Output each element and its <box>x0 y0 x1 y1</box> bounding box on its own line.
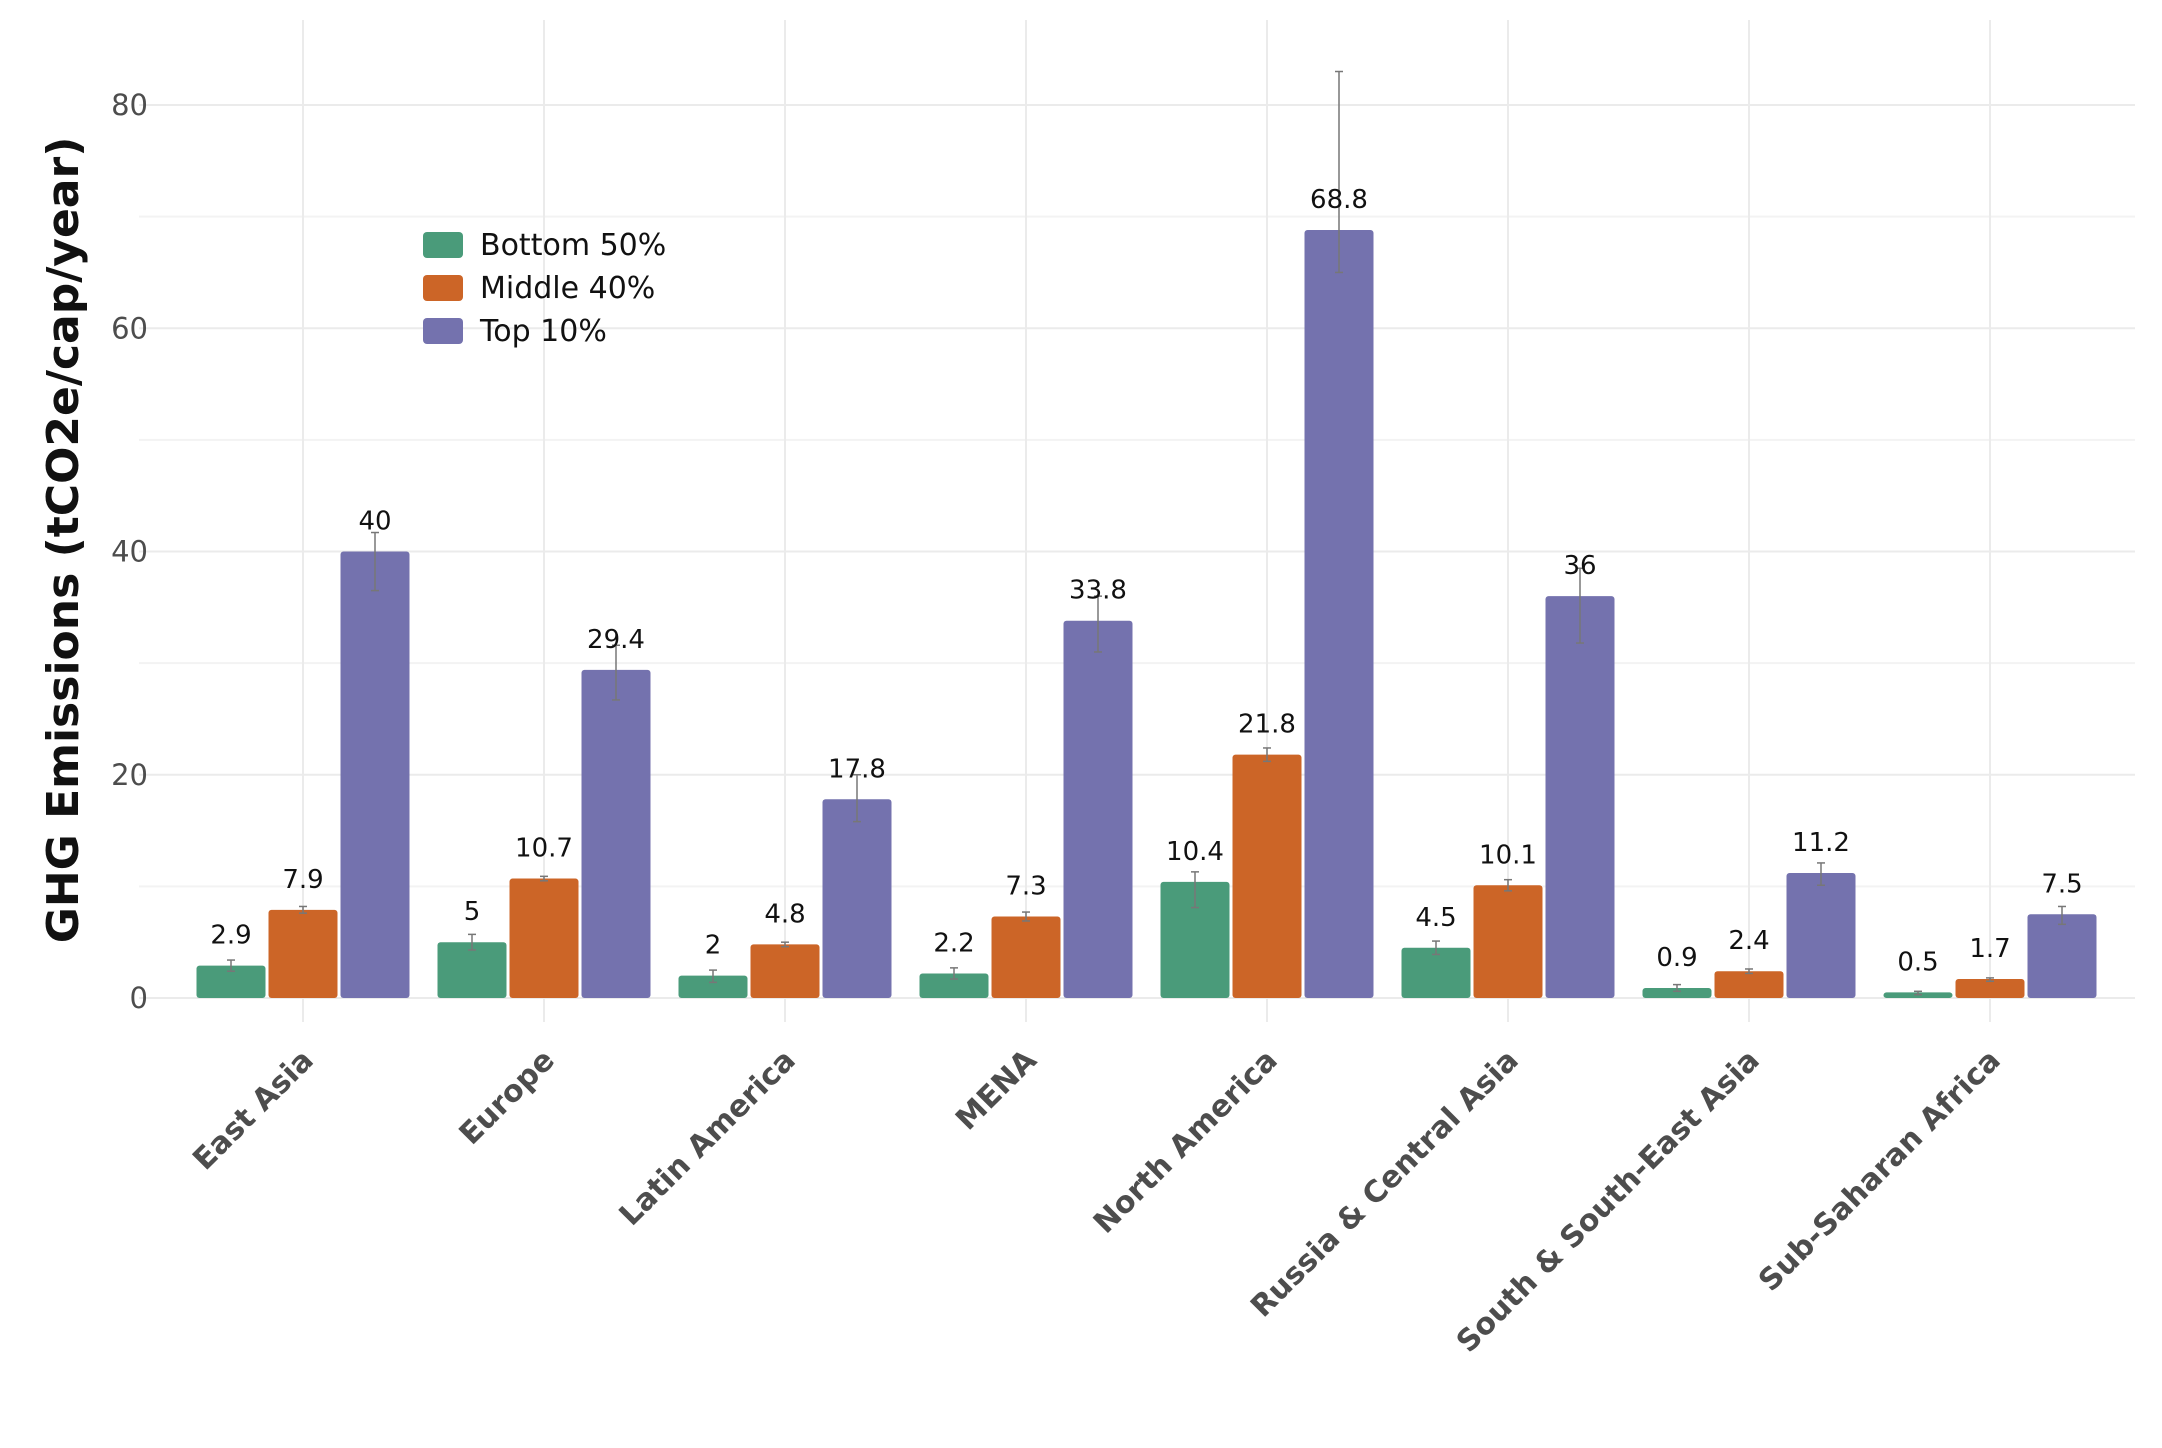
bar-bottom-50- <box>919 973 989 998</box>
data-label: 4.8 <box>764 899 805 929</box>
bar-top-10- <box>581 669 651 998</box>
data-label: 68.8 <box>1310 185 1368 215</box>
bar-bottom-50- <box>1642 987 1712 998</box>
data-label: 2.4 <box>1728 926 1769 956</box>
legend-swatch <box>423 275 463 301</box>
data-label: 5 <box>464 897 481 927</box>
bar-middle-40- <box>1232 754 1302 998</box>
bar-top-10- <box>340 551 410 998</box>
y-tick-label: 60 <box>111 311 148 345</box>
x-tick-label: MENA <box>949 1042 1044 1137</box>
legend-swatch <box>423 318 463 344</box>
bar-middle-40- <box>750 944 820 998</box>
legend-label: Bottom 50% <box>480 228 666 263</box>
bar-top-10- <box>1786 872 1856 998</box>
y-axis-title: GHG Emissions (tCO2e/cap/year) <box>38 137 89 944</box>
data-label: 17.8 <box>828 754 886 784</box>
bar-bottom-50- <box>437 942 507 998</box>
data-label: 2 <box>705 931 722 961</box>
data-label: 4.5 <box>1415 903 1456 933</box>
bar-middle-40- <box>509 878 579 998</box>
bar-middle-40- <box>268 909 338 998</box>
data-label: 1.7 <box>1969 934 2010 964</box>
x-tick-label: Sub-Saharan Africa <box>1752 1043 2008 1299</box>
data-label: 10.1 <box>1479 840 1537 870</box>
x-tick-label: East Asia <box>186 1043 320 1177</box>
y-tick-label: 40 <box>111 535 148 569</box>
bar-bottom-50- <box>1401 947 1471 998</box>
bar-bottom-50- <box>196 965 266 998</box>
bar-middle-40- <box>1955 979 2025 998</box>
bar-top-10- <box>1063 620 1133 998</box>
x-tick-label: Russia & Central Asia <box>1244 1043 1526 1325</box>
data-label: 36 <box>1563 551 1596 581</box>
bar-top-10- <box>822 799 892 998</box>
bar-bottom-50- <box>678 975 748 998</box>
y-axis-ticks: 0 20 40 60 80 <box>111 88 148 1015</box>
data-label: 0.9 <box>1656 943 1697 973</box>
data-label: 33.8 <box>1069 576 1127 606</box>
bar-middle-40- <box>1714 971 1784 998</box>
y-tick-label: 20 <box>111 758 148 792</box>
gridlines <box>139 20 2135 1022</box>
y-tick-label: 0 <box>130 981 148 1015</box>
x-tick-label: North America <box>1087 1043 1285 1241</box>
bar-top-10- <box>1545 596 1615 998</box>
legend: Bottom 50% Middle 40% Top 10% <box>423 228 666 349</box>
data-label: 40 <box>358 507 391 537</box>
legend-label: Middle 40% <box>480 271 655 306</box>
data-label: 29.4 <box>587 625 645 655</box>
data-label: 10.7 <box>515 834 573 864</box>
x-tick-label: Latin America <box>613 1043 803 1233</box>
bar-bottom-50- <box>1160 881 1230 998</box>
x-axis-labels: East Asia Europe Latin America MENA North Am… <box>186 1042 2007 1359</box>
data-label: 11.2 <box>1792 828 1850 858</box>
data-label: 7.9 <box>282 865 323 895</box>
bar-top-10- <box>1304 230 1374 998</box>
y-tick-label: 80 <box>111 88 148 122</box>
data-label: 7.3 <box>1005 872 1046 902</box>
bars: 2.9 5 2 2.2 10.4 4.5 0.9 0.5 7.9 10.7 4.8 7.3 21.8 10… <box>196 70 2097 998</box>
legend-swatch <box>423 232 463 258</box>
legend-label: Top 10% <box>479 314 607 349</box>
bar-top-10- <box>2027 914 2097 998</box>
data-label: 7.5 <box>2041 869 2082 899</box>
x-tick-label: Europe <box>453 1043 562 1152</box>
data-label: 2.9 <box>210 921 251 951</box>
data-label: 0.5 <box>1897 947 1938 977</box>
data-label: 10.4 <box>1166 837 1224 867</box>
data-label: 2.2 <box>933 928 974 958</box>
bar-middle-40- <box>1473 885 1543 998</box>
data-label: 21.8 <box>1238 710 1296 740</box>
bar-middle-40- <box>991 916 1061 998</box>
